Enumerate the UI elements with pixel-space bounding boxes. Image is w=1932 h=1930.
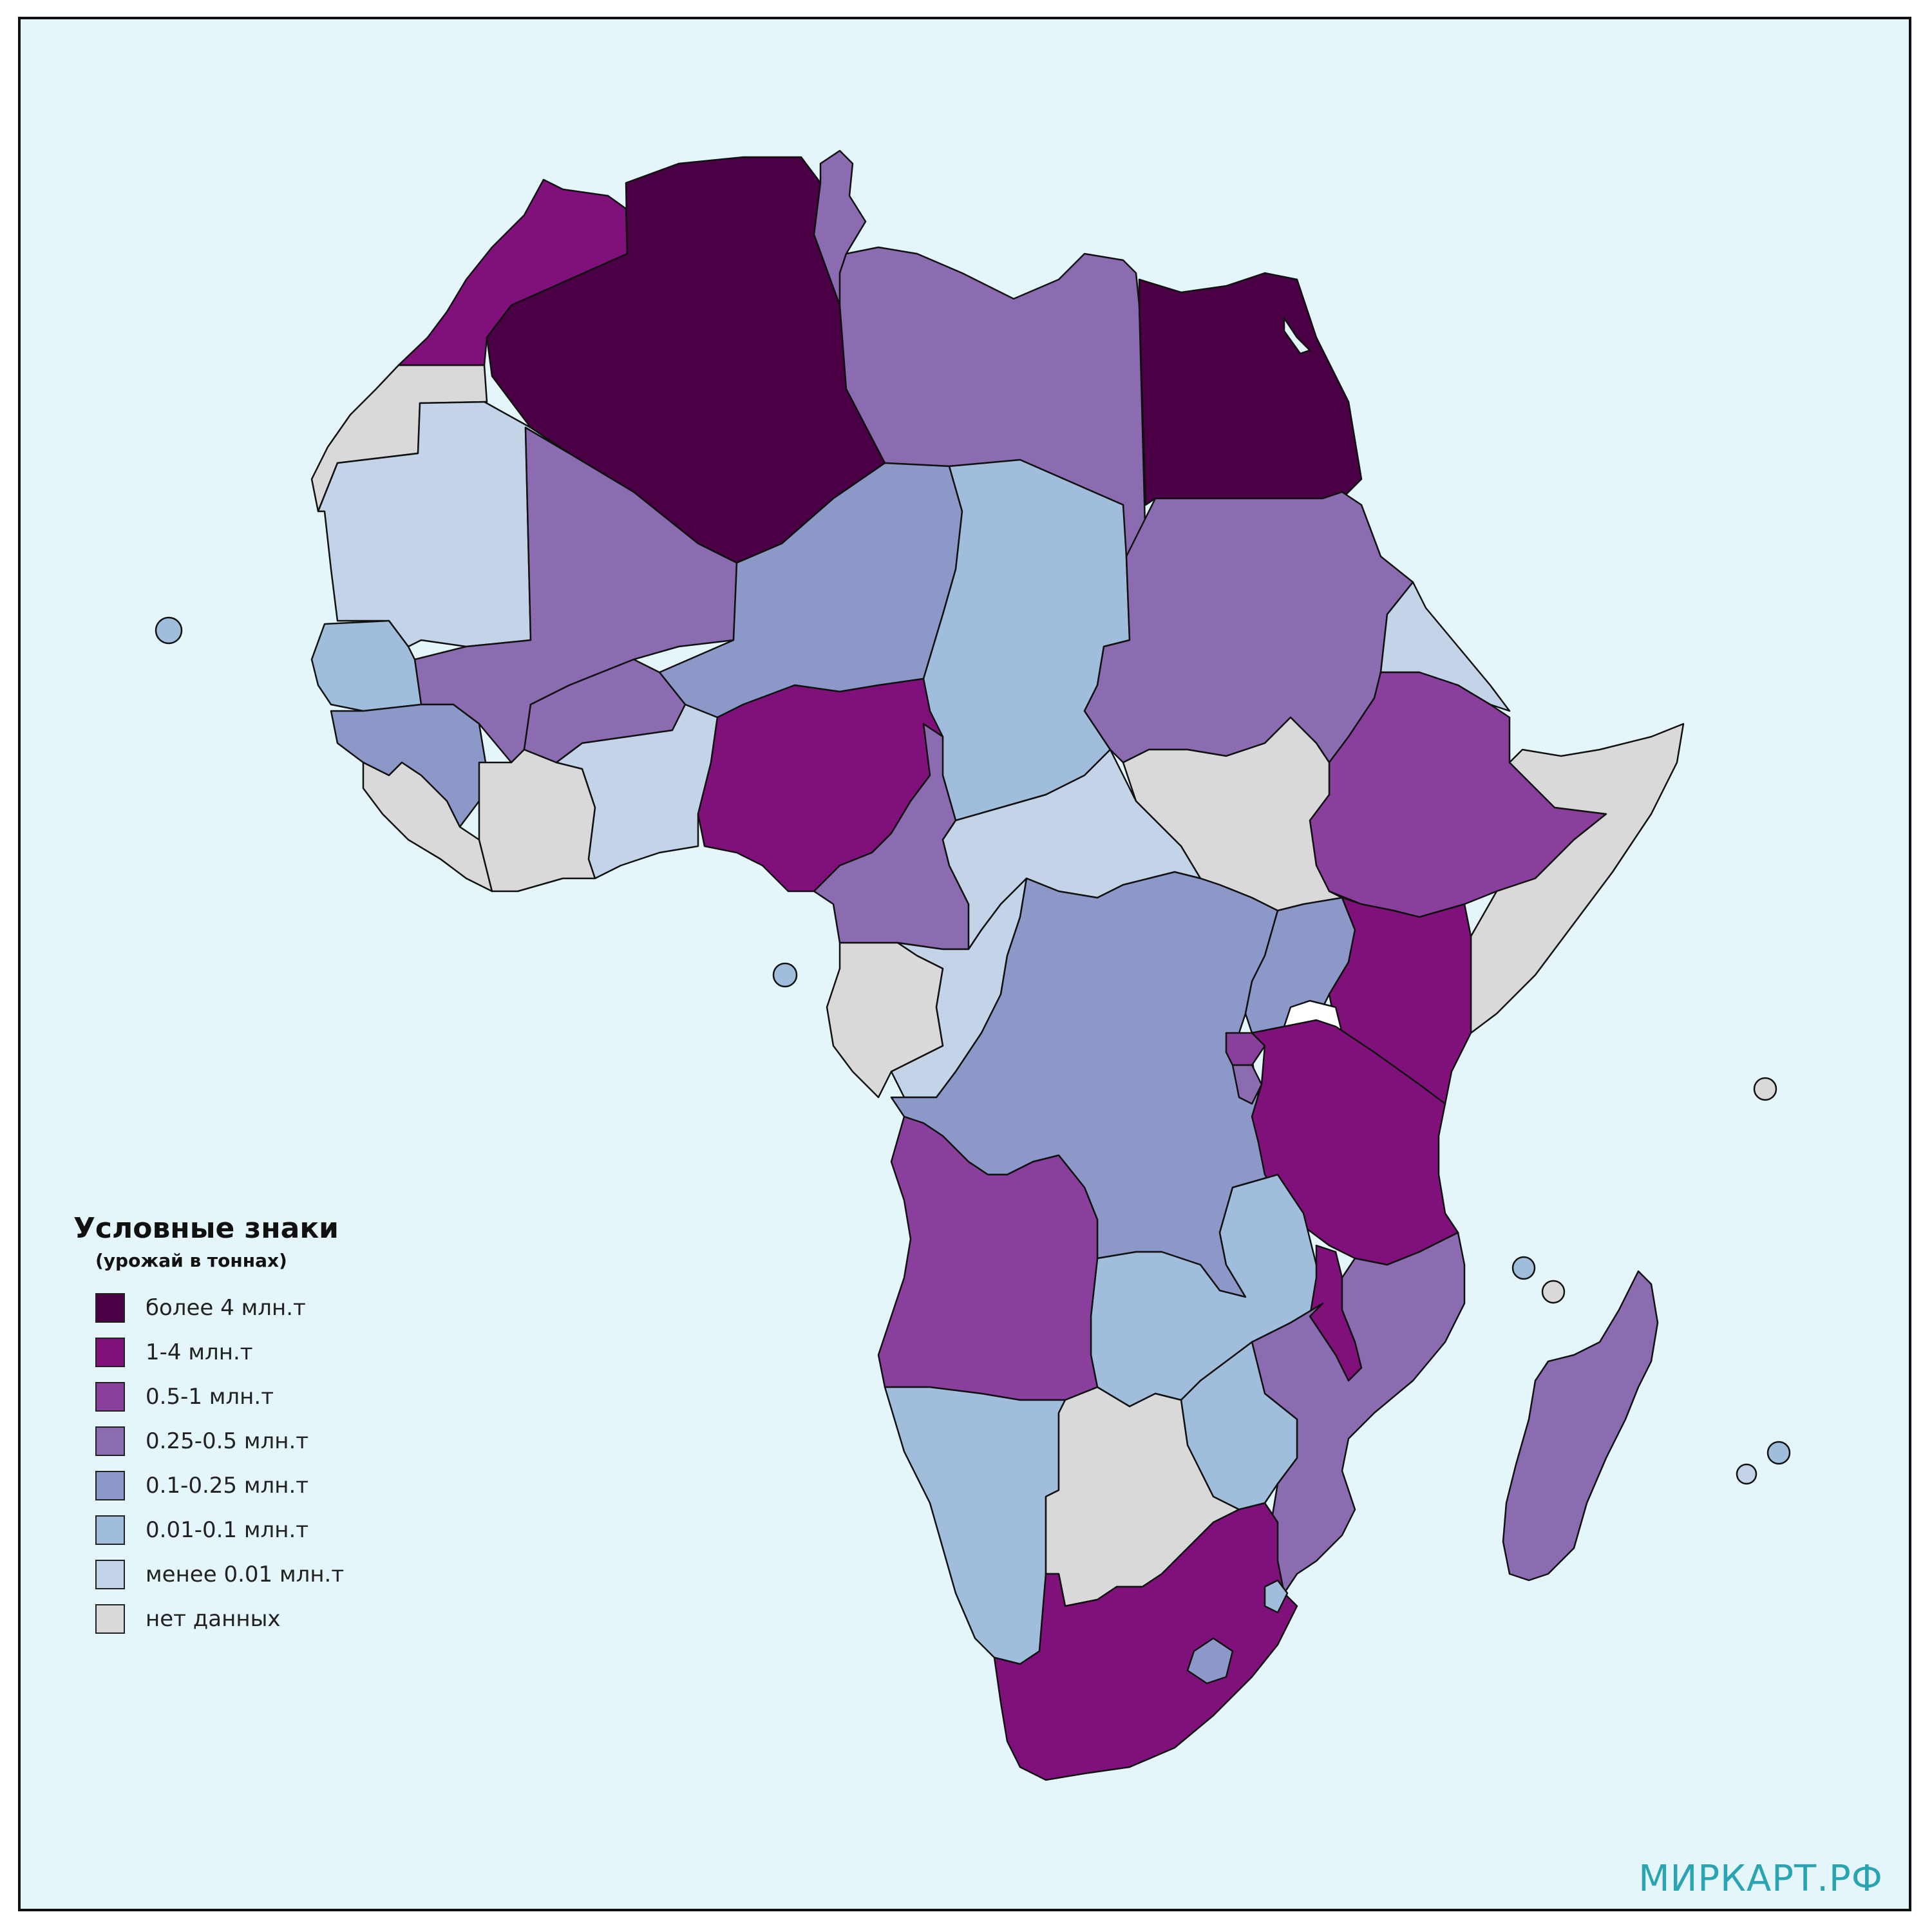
region-lesotho [1186, 1637, 1234, 1685]
legend-subtitle: (урожай в тоннах) [95, 1250, 287, 1271]
legend-swatch [95, 1381, 125, 1412]
legend-swatch [95, 1292, 125, 1323]
legend-item: менее 0.01 млн.т [95, 1552, 408, 1596]
legend-label: менее 0.01 млн.т [146, 1561, 345, 1587]
map-frame: Условные знаки (урожай в тоннах) более 4… [18, 17, 1911, 1911]
legend-swatch [95, 1515, 125, 1545]
legend-label: 0.5-1 млн.т [146, 1383, 274, 1410]
region-angola [877, 1115, 1099, 1401]
island-seychelles [1753, 1077, 1777, 1101]
island-mauritius [1766, 1441, 1791, 1465]
region-ghana-togo-benin [555, 703, 719, 880]
legend-item: 0.1-0.25 млн.т [95, 1463, 408, 1508]
legend-item: нет данных [95, 1596, 408, 1641]
legend-item: 0.25-0.5 млн.т [95, 1419, 408, 1463]
legend-label: 0.01-0.1 млн.т [146, 1517, 309, 1543]
legend-label: 1-4 млн.т [146, 1339, 253, 1365]
region-cote-divoire [478, 748, 596, 893]
legend-label: 0.25-0.5 млн.т [146, 1428, 309, 1454]
watermark: МИРКАРТ.РФ [1638, 1858, 1883, 1900]
region-south-africa [993, 1502, 1298, 1781]
legend-item: 0.01-0.1 млн.т [95, 1508, 408, 1552]
legend-item: 1-4 млн.т [95, 1330, 408, 1374]
region-madagascar [1502, 1270, 1659, 1582]
region-burundi [1231, 1064, 1263, 1105]
legend-label: более 4 млн.т [146, 1294, 306, 1321]
legend-label: нет данных [146, 1605, 281, 1632]
sinai-gulf [1283, 317, 1311, 355]
legend-swatch [95, 1604, 125, 1634]
region-morocco [397, 178, 629, 366]
region-namibia [884, 1386, 1066, 1665]
legend-label: 0.1-0.25 млн.т [146, 1472, 309, 1499]
island-sao-tome [772, 962, 798, 988]
legend-swatch [95, 1337, 125, 1367]
island-comoros-2 [1541, 1280, 1566, 1304]
legend-item: 0.5-1 млн.т [95, 1374, 408, 1419]
legend-swatch [95, 1426, 125, 1456]
africa-map [155, 149, 1791, 1781]
island-reunion [1736, 1463, 1757, 1485]
legend-item: более 4 млн.т [95, 1285, 408, 1330]
island-comoros-1 [1511, 1256, 1536, 1280]
legend-swatch [95, 1470, 125, 1500]
region-somalia [1470, 723, 1685, 1034]
region-eswatini [1264, 1579, 1289, 1614]
legend: Условные знаки (урожай в тоннах) более 4… [73, 1212, 408, 1641]
legend-swatch [95, 1559, 125, 1589]
island-cape-verde [155, 616, 183, 645]
region-egypt [1138, 272, 1363, 506]
region-kenya [1328, 896, 1472, 1105]
legend-title: Условные знаки [73, 1212, 339, 1245]
